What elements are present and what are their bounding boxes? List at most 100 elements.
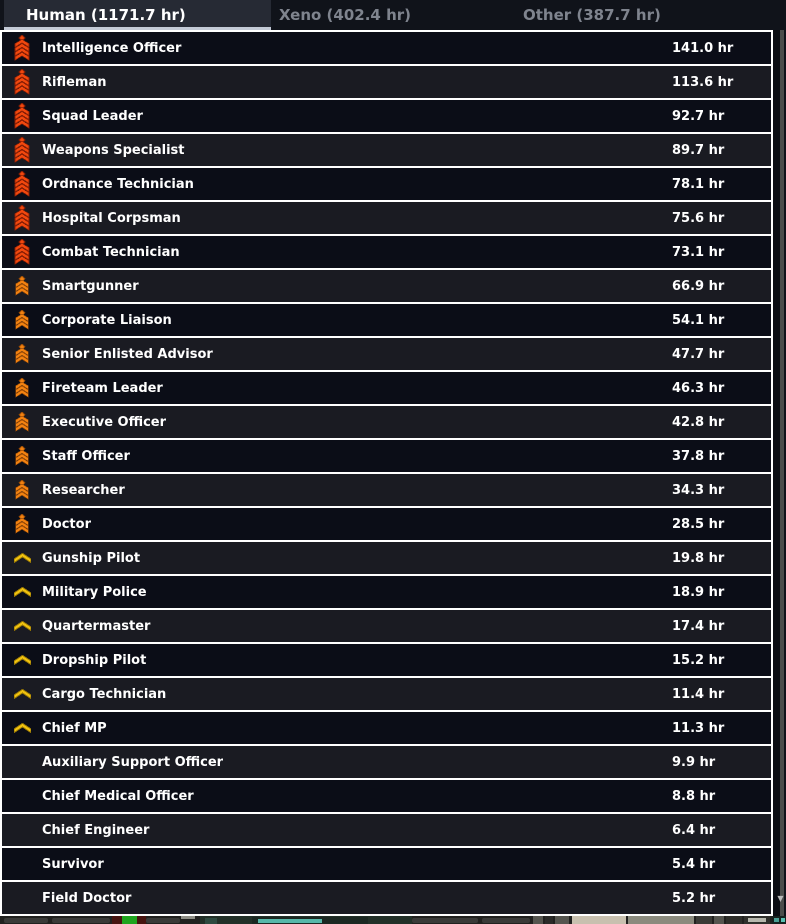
orange-rank-chevrons-icon xyxy=(10,446,34,466)
playtime-row: Combat Technician 73.1 hr xyxy=(2,236,771,268)
game-pixel-segment xyxy=(748,918,766,922)
game-pixel-segment xyxy=(774,918,779,922)
hours-value: 5.4 hr xyxy=(672,856,716,872)
hours-value: 73.1 hr xyxy=(672,244,725,260)
role-name: Chief Engineer xyxy=(42,822,150,838)
hours-value: 92.7 hr xyxy=(672,108,725,124)
scrollbar[interactable] xyxy=(780,30,784,916)
game-pixel-segment xyxy=(205,918,217,924)
orange-rank-chevrons-icon xyxy=(10,344,34,364)
playtime-row: Executive Officer 42.8 hr xyxy=(2,406,771,438)
orange-rank-chevrons-icon xyxy=(10,412,34,432)
yellow-rank-chevron-icon xyxy=(10,553,34,563)
playtime-row: Survivor 5.4 hr xyxy=(2,848,771,880)
playtime-row: Military Police 18.9 hr xyxy=(2,576,771,608)
role-name: Chief MP xyxy=(42,720,107,736)
game-pixel-segment xyxy=(181,916,195,919)
hours-value: 17.4 hr xyxy=(672,618,725,634)
scrollbar-gutter xyxy=(773,30,780,916)
tab-label: Human (1171.7 hr) xyxy=(26,6,186,24)
game-pixel-segment xyxy=(258,919,322,923)
game-pixel-segment xyxy=(555,916,569,924)
role-name: Smartgunner xyxy=(42,278,139,294)
role-name: Survivor xyxy=(42,856,104,872)
playtime-row: Weapons Specialist 89.7 hr xyxy=(2,134,771,166)
game-pixel-segment xyxy=(714,916,724,924)
game-pixel-segment xyxy=(52,918,110,923)
yellow-rank-chevron-icon xyxy=(10,621,34,631)
game-pixel-segment xyxy=(533,916,543,924)
playtime-row: Quartermaster 17.4 hr xyxy=(2,610,771,642)
hours-value: 15.2 hr xyxy=(672,652,725,668)
game-pixel-segment xyxy=(781,918,785,922)
red-rank-chevrons-icon xyxy=(10,69,34,95)
game-pixel-segment xyxy=(412,918,478,923)
hours-value: 6.4 hr xyxy=(672,822,716,838)
game-pixel-segment xyxy=(696,916,712,924)
role-name: Dropship Pilot xyxy=(42,652,147,668)
hours-value: 54.1 hr xyxy=(672,312,725,328)
game-pixel-segment xyxy=(482,918,530,923)
playtime-row: Rifleman 113.6 hr xyxy=(2,66,771,98)
playtime-row: Staff Officer 37.8 hr xyxy=(2,440,771,472)
role-name: Intelligence Officer xyxy=(42,40,182,56)
playtime-row: Hospital Corpsman 75.6 hr xyxy=(2,202,771,234)
orange-rank-chevrons-icon xyxy=(10,480,34,500)
playtime-row: Fireteam Leader 46.3 hr xyxy=(2,372,771,404)
hours-value: 89.7 hr xyxy=(672,142,725,158)
game-pixel-segment xyxy=(146,918,180,923)
role-name: Rifleman xyxy=(42,74,107,90)
hours-value: 66.9 hr xyxy=(672,278,725,294)
playtime-row: Auxiliary Support Officer 9.9 hr xyxy=(2,746,771,778)
hours-value: 47.7 hr xyxy=(672,346,725,362)
red-rank-chevrons-icon xyxy=(10,35,34,61)
playtime-row: Smartgunner 66.9 hr xyxy=(2,270,771,302)
role-name: Hospital Corpsman xyxy=(42,210,181,226)
role-name: Executive Officer xyxy=(42,414,167,430)
playtime-row: Field Doctor 5.2 hr xyxy=(2,882,771,914)
hours-value: 8.8 hr xyxy=(672,788,716,804)
yellow-rank-chevron-icon xyxy=(10,587,34,597)
hours-value: 46.3 hr xyxy=(672,380,725,396)
hours-value: 11.3 hr xyxy=(672,720,725,736)
tab-other[interactable]: Other (387.7 hr) xyxy=(521,0,786,30)
red-rank-chevrons-icon xyxy=(10,137,34,163)
orange-rank-chevrons-icon xyxy=(10,310,34,330)
hours-value: 75.6 hr xyxy=(672,210,725,226)
scrollbar-down-arrow-icon[interactable]: ▼ xyxy=(777,894,784,903)
role-name: Ordnance Technician xyxy=(42,176,194,192)
tab-label: Other (387.7 hr) xyxy=(523,6,661,24)
hours-value: 18.9 hr xyxy=(672,584,725,600)
game-pixel-segment xyxy=(545,916,553,924)
hours-value: 37.8 hr xyxy=(672,448,725,464)
tab-human[interactable]: Human (1171.7 hr) xyxy=(4,0,271,30)
yellow-rank-chevron-icon xyxy=(10,723,34,733)
role-name: Chief Medical Officer xyxy=(42,788,194,804)
role-name: Combat Technician xyxy=(42,244,180,260)
role-name: Weapons Specialist xyxy=(42,142,185,158)
yellow-rank-chevron-icon xyxy=(10,655,34,665)
hours-value: 28.5 hr xyxy=(672,516,725,532)
playtime-row: Doctor 28.5 hr xyxy=(2,508,771,540)
red-rank-chevrons-icon xyxy=(10,171,34,197)
role-name: Field Doctor xyxy=(42,890,132,906)
role-name: Doctor xyxy=(42,516,91,532)
hours-value: 34.3 hr xyxy=(672,482,725,498)
playtime-row: Gunship Pilot 19.8 hr xyxy=(2,542,771,574)
playtime-row: Chief Medical Officer 8.8 hr xyxy=(2,780,771,812)
red-rank-chevrons-icon xyxy=(10,205,34,231)
role-name: Gunship Pilot xyxy=(42,550,141,566)
playtime-row: Senior Enlisted Advisor 47.7 hr xyxy=(2,338,771,370)
playtime-row: Dropship Pilot 15.2 hr xyxy=(2,644,771,676)
hours-value: 11.4 hr xyxy=(672,686,725,702)
tab-label: Xeno (402.4 hr) xyxy=(279,6,411,24)
hours-value: 5.2 hr xyxy=(672,890,716,906)
role-name: Military Police xyxy=(42,584,147,600)
orange-rank-chevrons-icon xyxy=(10,276,34,296)
orange-rank-chevrons-icon xyxy=(10,514,34,534)
role-name: Researcher xyxy=(42,482,125,498)
tab-xeno[interactable]: Xeno (402.4 hr) xyxy=(271,0,521,30)
hours-value: 9.9 hr xyxy=(672,754,716,770)
playtime-row: Chief MP 11.3 hr xyxy=(2,712,771,744)
game-pixel-segment xyxy=(4,918,48,923)
